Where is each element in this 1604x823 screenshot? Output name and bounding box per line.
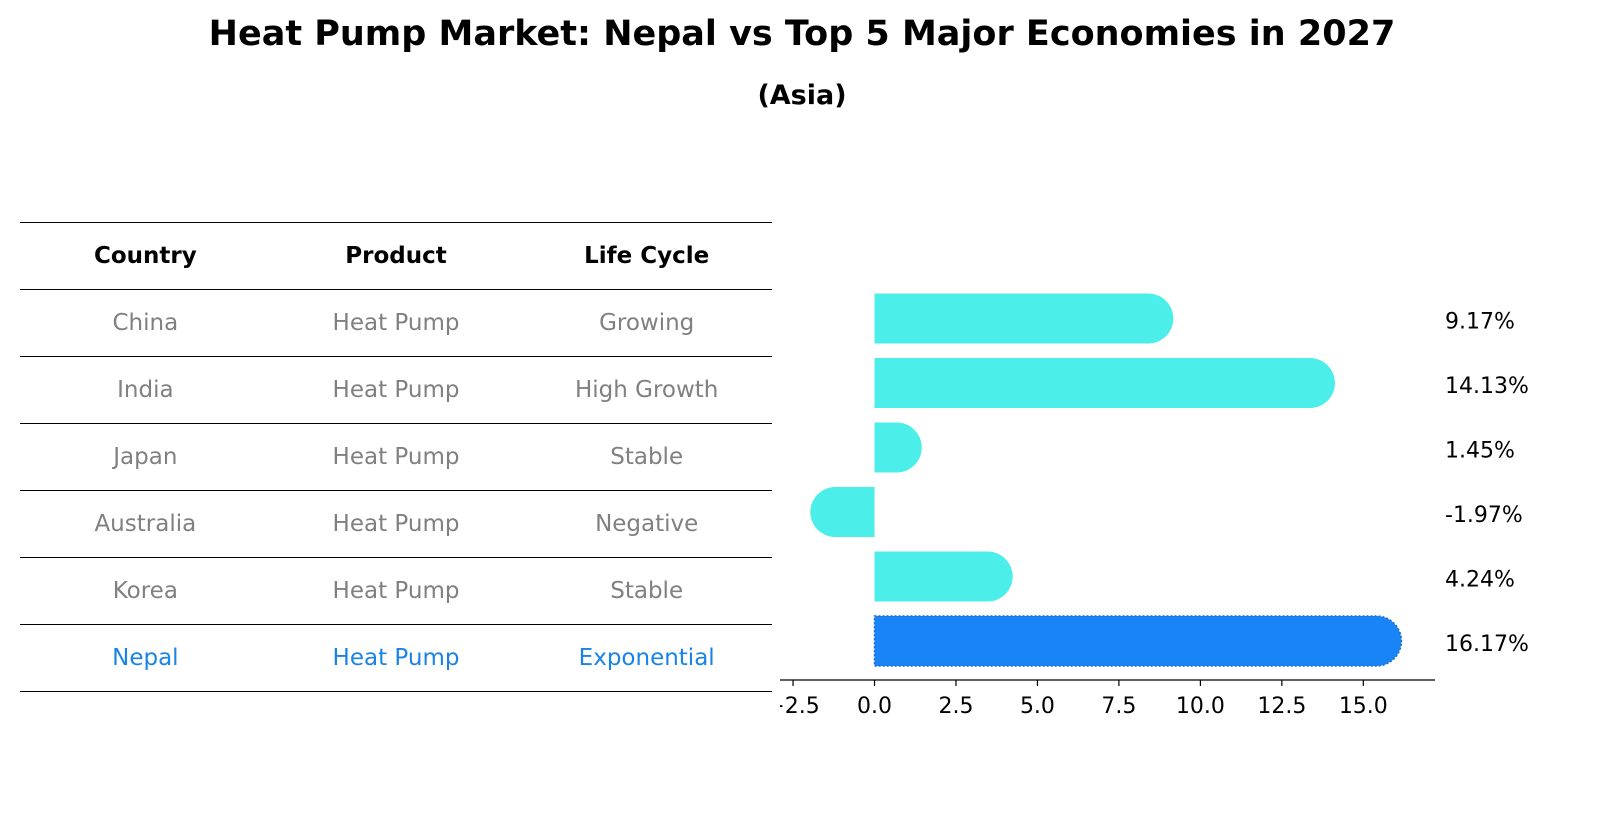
bar-japan: [874, 422, 922, 473]
bar-chart: 9.17% 14.13% 1.45% -1.97% 4.24% 16.17% −2.5 0.0…: [780, 293, 1529, 719]
life-cycle-cell: Exponential: [578, 645, 715, 671]
table-row: India Heat Pump High Growth: [20, 356, 772, 423]
country-cell: China: [112, 310, 179, 336]
bar-australia: [810, 487, 875, 537]
bar-china: [874, 293, 1174, 344]
product-cell: Heat Pump: [332, 377, 460, 403]
life-cycle-cell: Stable: [610, 444, 684, 470]
bar-korea: [874, 551, 1013, 602]
x-tick-label: 10.0: [1176, 694, 1225, 719]
value-label: 4.24%: [1445, 568, 1515, 593]
country-cell: Korea: [112, 578, 178, 604]
life-cycle-cell: High Growth: [574, 377, 719, 403]
x-tick-label: 12.5: [1257, 694, 1306, 719]
life-cycle-cell: Stable: [610, 578, 684, 604]
country-cell: Nepal: [112, 645, 179, 671]
value-label: 16.17%: [1445, 632, 1529, 657]
table-row: Japan Heat Pump Stable: [20, 423, 772, 490]
table-row: China Heat Pump Growing: [20, 289, 772, 356]
value-label: 9.17%: [1445, 310, 1515, 335]
product-cell: Heat Pump: [332, 444, 460, 470]
country-cell: Japan: [113, 444, 178, 470]
product-cell: Heat Pump: [332, 645, 460, 671]
life-cycle-cell: Negative: [595, 511, 699, 537]
header-product: Product: [345, 243, 447, 269]
x-tick-label: −2.5: [780, 694, 820, 719]
bar-india: [874, 358, 1335, 408]
table-header-row: Country Product Life Cycle: [20, 222, 772, 289]
country-cell: India: [117, 377, 174, 403]
country-cell: Australia: [94, 511, 197, 537]
life-cycle-cell: Growing: [599, 310, 695, 336]
header-life-cycle: Life Cycle: [584, 243, 710, 269]
value-label: 14.13%: [1445, 374, 1529, 399]
market-table: Country Product Life Cycle China Heat Pu…: [20, 222, 772, 692]
x-tick-label: 5.0: [1020, 694, 1055, 719]
value-label: 1.45%: [1445, 439, 1515, 464]
x-tick-label: 7.5: [1101, 694, 1136, 719]
x-tick-label: 15.0: [1339, 694, 1388, 719]
value-label: -1.97%: [1445, 503, 1523, 528]
x-tick-label: 0.0: [857, 694, 892, 719]
x-tick-label: 2.5: [938, 694, 973, 719]
table-row: Korea Heat Pump Stable: [20, 557, 772, 624]
chart-title: Heat Pump Market: Nepal vs Top 5 Major E…: [208, 14, 1396, 54]
table-row-highlight: Nepal Heat Pump Exponential: [20, 624, 772, 692]
bar-nepal: [873, 615, 1403, 667]
table-row: Australia Heat Pump Negative: [20, 490, 772, 557]
product-cell: Heat Pump: [332, 578, 460, 604]
product-cell: Heat Pump: [332, 310, 460, 336]
header-country: Country: [93, 243, 197, 269]
chart-subtitle: (Asia): [757, 80, 847, 111]
product-cell: Heat Pump: [332, 511, 460, 537]
